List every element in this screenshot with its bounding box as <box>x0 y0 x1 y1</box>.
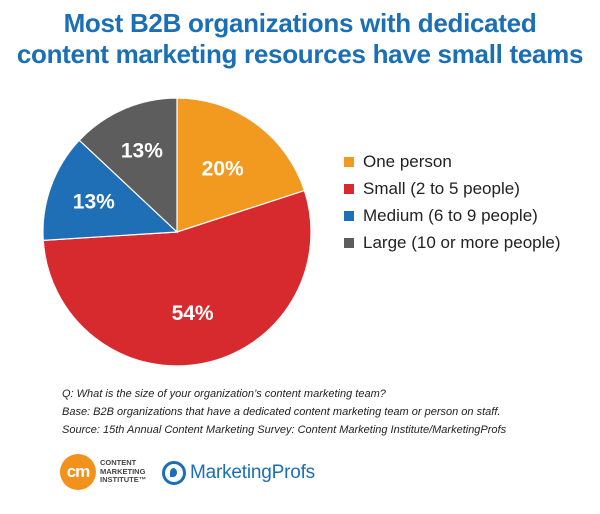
legend-swatch <box>344 183 354 194</box>
pie-slice-medium <box>42 139 179 242</box>
legend-swatch <box>344 156 354 167</box>
footer-logos: cm CONTENT MARKETING INSTITUTE™ Marketin… <box>60 452 380 492</box>
cmi-wordmark-line: CONTENT <box>100 458 137 467</box>
cmi-wordmark-line: MARKETING <box>100 466 146 476</box>
chart-title-line-2: content marketing resources have small t… <box>16 39 584 69</box>
pie-value-labels: 20% 54% 13% 13% <box>73 139 244 325</box>
pie-slices <box>42 97 312 367</box>
legend-label: Small (2 to 5 people) <box>363 178 520 198</box>
marketingprofs-wordmark: MarketingProfs <box>190 462 315 483</box>
cmi-wordmark: CONTENT MARKETING INSTITUTE™ <box>100 458 147 485</box>
legend-label: Medium (6 to 9 people) <box>363 205 538 225</box>
pie-slice-small <box>42 189 312 367</box>
marketingprofs-logo: MarketingProfs <box>162 458 315 488</box>
pie-slice-large <box>78 97 178 234</box>
pie-value-label: 54% <box>172 302 214 325</box>
pie-value-label: 13% <box>121 139 163 162</box>
pie-value-label: 20% <box>202 158 244 181</box>
chart-notes: Q: What is the size of your organization… <box>62 385 506 439</box>
content-marketing-institute-logo: cm CONTENT MARKETING INSTITUTE™ <box>60 452 160 492</box>
legend-label: Large (10 or more people) <box>363 232 561 252</box>
survey-question: Q: What is the size of your organization… <box>62 388 386 400</box>
chart-title: Most B2B organizations with dedicated co… <box>0 8 600 70</box>
legend-item-large: Large (10 or more people) <box>344 229 561 256</box>
legend-item-small: Small (2 to 5 people) <box>344 175 561 202</box>
legend-swatch <box>344 237 354 248</box>
cmi-mark-icon: cm <box>60 454 96 490</box>
cmi-wordmark-line: INSTITUTE™ <box>100 475 147 484</box>
legend-item-medium: Medium (6 to 9 people) <box>344 202 561 229</box>
pie-slice-one <box>176 97 306 233</box>
legend-item-one-person: One person <box>344 148 561 175</box>
marketingprofs-mark-icon <box>162 461 186 485</box>
survey-source: Source: 15th Annual Content Marketing Su… <box>62 424 507 436</box>
chart-legend: One person Small (2 to 5 people) Medium … <box>344 148 561 256</box>
survey-base: Base: B2B organizations that have a dedi… <box>62 406 501 418</box>
legend-swatch <box>344 210 354 221</box>
chart-title-line-1: Most B2B organizations with dedicated <box>63 8 537 38</box>
pie-value-label: 13% <box>73 191 115 214</box>
legend-label: One person <box>363 151 452 171</box>
